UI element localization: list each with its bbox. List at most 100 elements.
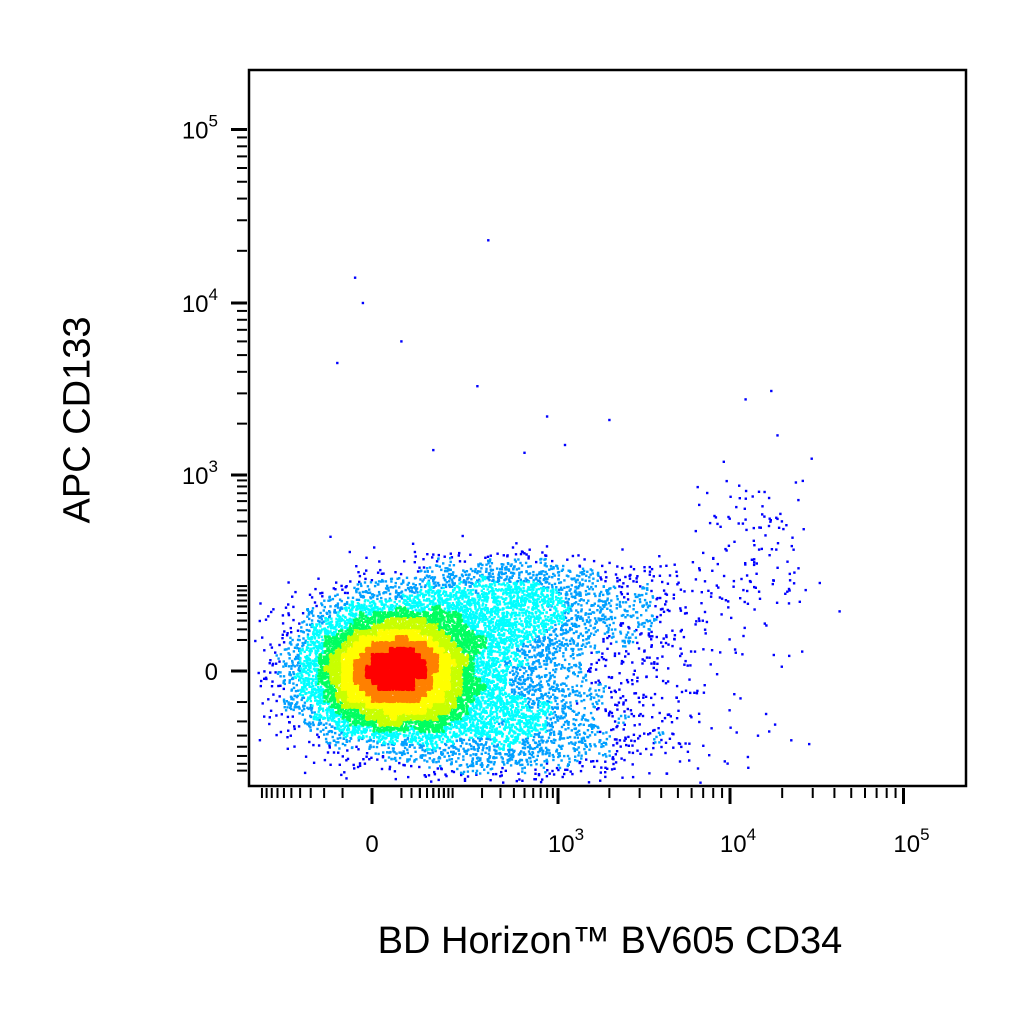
event-point xyxy=(603,621,607,624)
event-point xyxy=(291,676,294,680)
event-point xyxy=(303,701,307,704)
event-point xyxy=(706,491,709,495)
event-point xyxy=(525,553,528,556)
event-point xyxy=(495,601,498,604)
event-point xyxy=(374,604,377,607)
event-point xyxy=(528,588,532,591)
event-point xyxy=(552,693,555,696)
event-point xyxy=(480,567,483,570)
event-point xyxy=(517,628,520,631)
event-point xyxy=(549,724,552,727)
event-point xyxy=(590,696,593,699)
event-point xyxy=(443,594,447,597)
event-point xyxy=(443,570,447,573)
event-point xyxy=(503,597,506,601)
event-point xyxy=(553,616,557,619)
event-point xyxy=(515,715,518,718)
event-point xyxy=(542,627,545,630)
event-point xyxy=(508,745,511,748)
event-point xyxy=(541,694,545,698)
event-point xyxy=(301,612,305,615)
event-point xyxy=(457,596,461,600)
event-point xyxy=(626,592,629,595)
event-point xyxy=(510,755,513,758)
event-point xyxy=(720,613,723,616)
event-point xyxy=(578,666,581,669)
event-point xyxy=(464,750,467,753)
event-point xyxy=(561,624,564,627)
event-point xyxy=(702,551,705,555)
event-point xyxy=(580,604,583,607)
event-point xyxy=(287,603,290,606)
event-point xyxy=(391,586,395,589)
event-point xyxy=(486,576,489,579)
event-point xyxy=(524,656,527,660)
event-point xyxy=(639,712,642,716)
event-point xyxy=(541,587,544,591)
event-point xyxy=(547,722,550,725)
event-point xyxy=(738,484,741,487)
event-point xyxy=(473,583,476,587)
event-point xyxy=(343,726,346,729)
event-point xyxy=(539,780,543,784)
event-point xyxy=(362,734,365,738)
event-point xyxy=(547,586,550,589)
event-point xyxy=(531,636,534,639)
event-point xyxy=(620,614,624,617)
event-point xyxy=(555,586,558,589)
event-point xyxy=(309,726,312,729)
event-point xyxy=(394,777,397,781)
event-point xyxy=(538,682,541,685)
event-point xyxy=(622,613,625,617)
event-point xyxy=(452,583,455,587)
event-point xyxy=(520,570,523,574)
event-point xyxy=(607,626,610,630)
event-point xyxy=(356,602,360,605)
event-point xyxy=(621,640,624,643)
event-point xyxy=(328,610,331,613)
event-point xyxy=(500,692,503,695)
event-point xyxy=(449,552,452,555)
event-point xyxy=(651,635,654,638)
event-point xyxy=(381,756,385,759)
event-point xyxy=(500,659,503,663)
event-point xyxy=(429,576,433,580)
event-point xyxy=(509,704,512,707)
event-point xyxy=(509,741,512,744)
event-point xyxy=(645,603,648,606)
event-point xyxy=(670,721,674,724)
event-point xyxy=(532,666,535,670)
event-point xyxy=(424,576,427,579)
event-point xyxy=(504,648,507,651)
event-point xyxy=(568,693,571,697)
event-point xyxy=(497,609,500,612)
event-point xyxy=(314,715,317,719)
event-point xyxy=(527,565,530,568)
event-point xyxy=(309,640,313,643)
event-point xyxy=(477,601,480,605)
event-point xyxy=(633,739,636,743)
event-point xyxy=(292,605,295,609)
event-point xyxy=(330,725,333,728)
event-point xyxy=(502,554,505,557)
event-point xyxy=(469,728,472,731)
event-point xyxy=(601,564,604,568)
event-point xyxy=(281,614,285,617)
event-point xyxy=(468,736,472,739)
event-point xyxy=(582,569,586,573)
event-point xyxy=(298,669,301,672)
event-point xyxy=(477,732,481,736)
event-point xyxy=(560,596,563,600)
event-point xyxy=(307,613,311,616)
event-point xyxy=(317,615,320,618)
event-point xyxy=(602,637,605,641)
event-point xyxy=(538,665,541,669)
event-point xyxy=(545,415,549,418)
event-point xyxy=(498,740,501,744)
event-point xyxy=(302,663,306,666)
event-point xyxy=(521,640,524,643)
event-point xyxy=(298,692,302,696)
event-point xyxy=(503,718,507,721)
event-point xyxy=(516,641,519,644)
event-point xyxy=(408,594,412,597)
